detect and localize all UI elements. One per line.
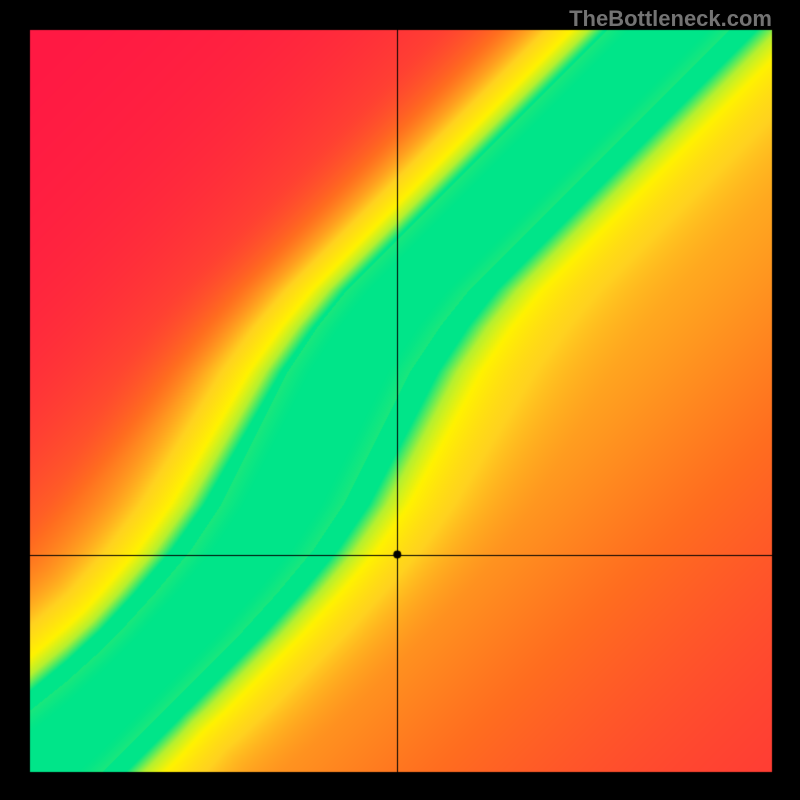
watermark-label: TheBottleneck.com	[569, 6, 772, 32]
bottleneck-heatmap-chart	[0, 0, 800, 800]
